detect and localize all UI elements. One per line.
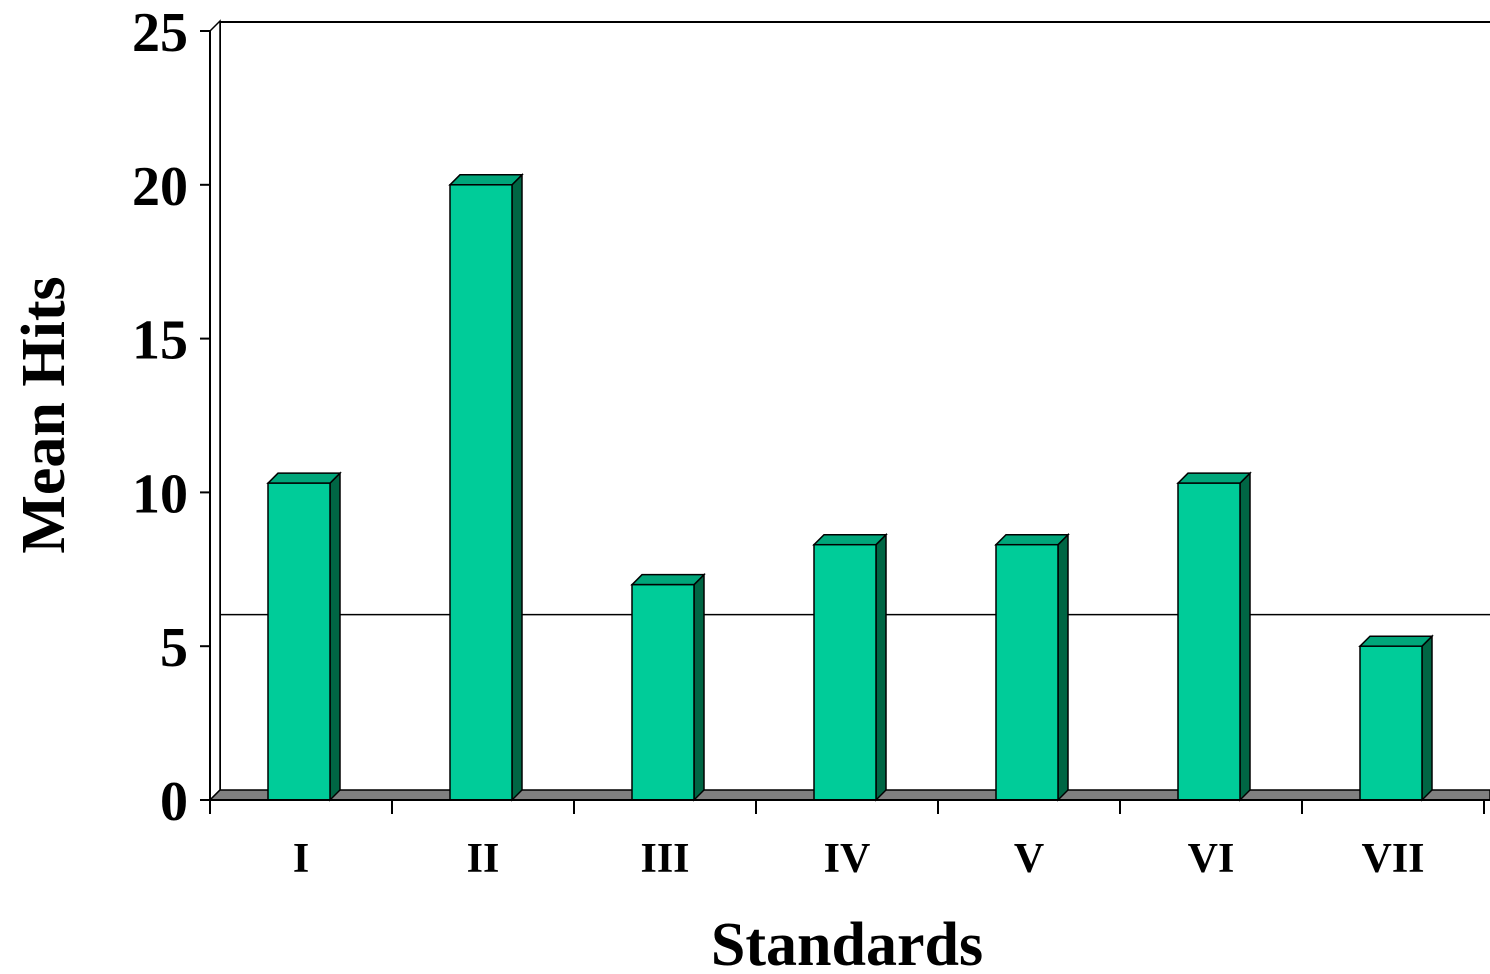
x-tick-label: IV bbox=[824, 836, 871, 882]
bar-side bbox=[511, 172, 523, 802]
y-tick-label: 15 bbox=[132, 310, 188, 372]
x-tick-label: VII bbox=[1361, 836, 1424, 882]
bar-side bbox=[693, 572, 705, 802]
bar-VII bbox=[1358, 634, 1434, 802]
bar-top bbox=[448, 174, 524, 186]
bar-side bbox=[1421, 634, 1433, 802]
y-tick-label: 0 bbox=[160, 771, 188, 833]
bar-side bbox=[875, 532, 887, 802]
side-wall bbox=[209, 19, 221, 802]
y-tick-label: 25 bbox=[132, 2, 188, 64]
bar-V bbox=[994, 532, 1070, 802]
bar-I bbox=[266, 471, 342, 802]
bar-top bbox=[812, 533, 888, 546]
bar-top bbox=[630, 573, 706, 586]
bar-top bbox=[994, 533, 1070, 546]
bar-front bbox=[1177, 482, 1241, 801]
x-tick-label: VI bbox=[1188, 836, 1235, 882]
bar-front bbox=[995, 543, 1059, 801]
bar-III bbox=[630, 572, 706, 802]
x-axis: I II III IV V VI VII bbox=[209, 799, 1490, 882]
bar-front bbox=[449, 184, 513, 801]
y-tick-label: 10 bbox=[132, 463, 188, 525]
x-tick-label: III bbox=[640, 836, 689, 882]
y-tick-label: 5 bbox=[160, 617, 188, 679]
bar-top bbox=[1358, 635, 1434, 647]
x-tick-label: I bbox=[293, 836, 309, 882]
bar-front bbox=[631, 583, 695, 801]
x-tick-label: II bbox=[467, 836, 500, 882]
y-axis: 0 5 10 15 20 25 bbox=[132, 2, 211, 833]
bar-top bbox=[266, 472, 342, 484]
bar-front bbox=[1359, 645, 1423, 801]
x-axis-title: Standards bbox=[711, 911, 983, 974]
bar-side bbox=[1057, 532, 1069, 802]
bars bbox=[266, 172, 1434, 802]
y-tick-label: 20 bbox=[132, 156, 188, 218]
x-tick-label: V bbox=[1014, 836, 1044, 882]
y-axis-title: Mean Hits bbox=[10, 276, 78, 553]
bar-IV bbox=[812, 532, 888, 802]
bar-II bbox=[448, 172, 524, 802]
bar-side bbox=[1239, 471, 1251, 802]
bar-front bbox=[267, 482, 331, 801]
bar-front bbox=[813, 543, 877, 801]
bar-top bbox=[1176, 472, 1252, 484]
bar-side bbox=[329, 471, 341, 802]
bar-VI bbox=[1176, 471, 1252, 802]
